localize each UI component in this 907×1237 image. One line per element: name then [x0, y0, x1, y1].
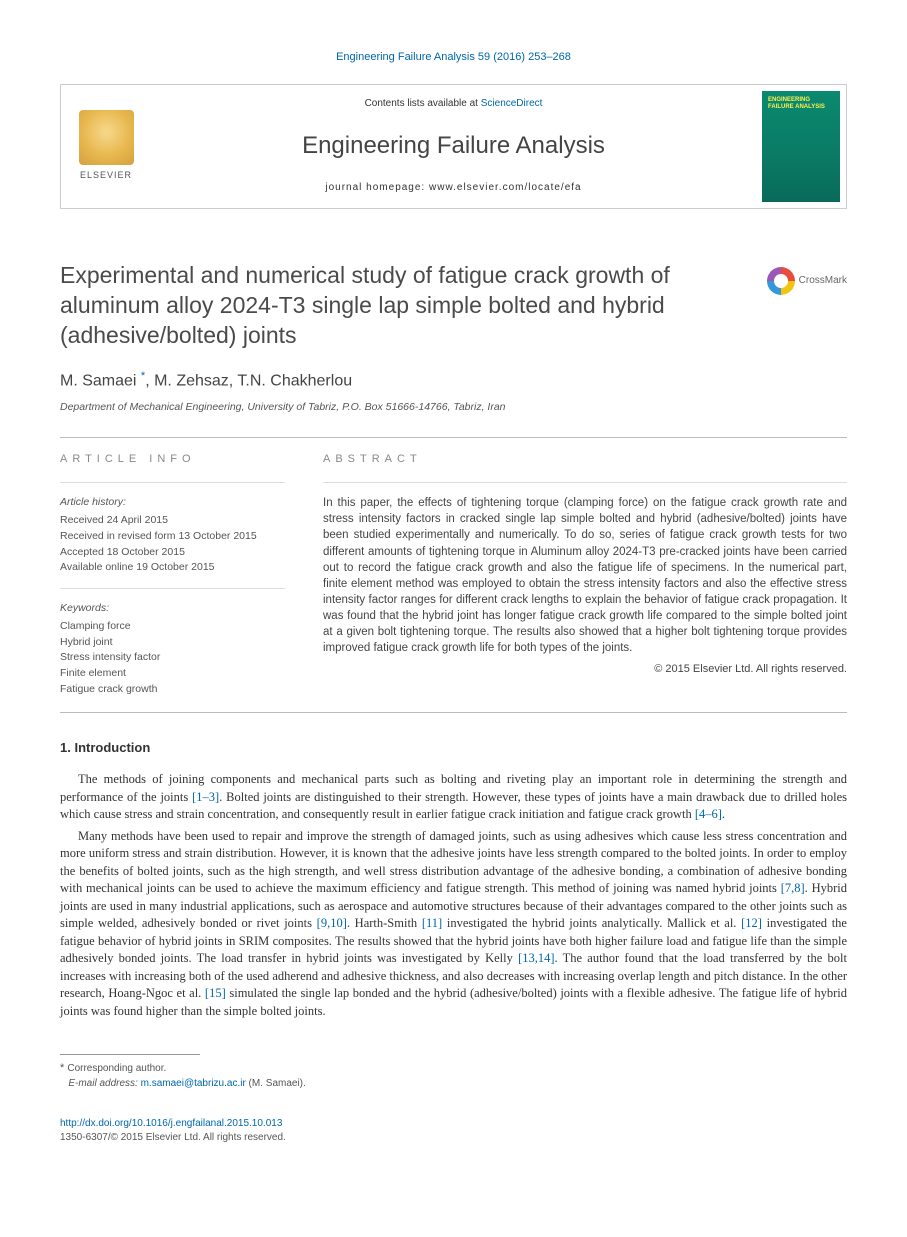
homepage-url: www.elsevier.com/locate/efa: [429, 182, 582, 193]
running-citation: Engineering Failure Analysis 59 (2016) 2…: [60, 50, 847, 66]
info-divider: [60, 588, 285, 589]
corr-author-label: Corresponding author.: [67, 1063, 166, 1074]
publisher-block: ELSEVIER: [61, 85, 151, 208]
keywords-list: Clamping force Hybrid joint Stress inten…: [60, 619, 285, 698]
divider: [60, 437, 847, 438]
online-date: Available online 19 October 2015: [60, 560, 285, 576]
crossmark-label: CrossMark: [799, 274, 847, 289]
ref-link[interactable]: [1–3]: [192, 790, 219, 804]
journal-homepage-line: journal homepage: www.elsevier.com/locat…: [325, 181, 581, 196]
crossmark-badge[interactable]: CrossMark: [767, 267, 847, 295]
sciencedirect-link[interactable]: ScienceDirect: [481, 98, 543, 109]
affiliation: Department of Mechanical Engineering, Un…: [60, 400, 847, 415]
abstract-heading: ABSTRACT: [323, 452, 847, 468]
keywords-label: Keywords:: [60, 601, 285, 617]
ref-link[interactable]: [13,14]: [518, 951, 554, 965]
keyword-item: Clamping force: [60, 619, 285, 635]
ref-link[interactable]: [7,8]: [781, 881, 805, 895]
body-text: . Harth-Smith: [347, 916, 422, 930]
keyword-item: Finite element: [60, 666, 285, 682]
footnote-rule: [60, 1054, 200, 1055]
keywords-block: Keywords: Clamping force Hybrid joint St…: [60, 601, 285, 698]
author-email-link[interactable]: m.samaei@tabrizu.ac.ir: [141, 1078, 246, 1089]
ref-link[interactable]: [12]: [741, 916, 762, 930]
author-3: T.N. Chakherlou: [237, 372, 352, 389]
info-divider: [60, 482, 285, 483]
homepage-label: journal homepage:: [325, 182, 429, 193]
page-footer: http://dx.doi.org/10.1016/j.engfailanal.…: [60, 1117, 847, 1146]
intro-paragraph-2: Many methods have been used to repair an…: [60, 828, 847, 1021]
issn-copyright: 1350-6307/© 2015 Elsevier Ltd. All right…: [60, 1132, 286, 1143]
author-list: M. Samaei *, M. Zehsaz, T.N. Chakherlou: [60, 369, 847, 393]
abstract-divider: [323, 482, 847, 483]
author-2: M. Zehsaz: [154, 372, 229, 389]
ref-link[interactable]: [11]: [422, 916, 442, 930]
article-info-column: ARTICLE INFO Article history: Received 2…: [60, 452, 285, 697]
keyword-item: Stress intensity factor: [60, 650, 285, 666]
contents-prefix: Contents lists available at: [365, 98, 481, 109]
article-info-heading: ARTICLE INFO: [60, 452, 285, 468]
keyword-item: Fatigue crack growth: [60, 682, 285, 698]
journal-cover-icon: ENGINEERING FAILURE ANALYSIS: [762, 91, 840, 202]
cover-thumb-wrap: ENGINEERING FAILURE ANALYSIS: [756, 85, 846, 208]
author-1: M. Samaei: [60, 372, 136, 389]
body-text: investigated the hybrid joints analytica…: [442, 916, 741, 930]
corresponding-mark: *: [141, 370, 145, 382]
masthead: ELSEVIER Contents lists available at Sci…: [60, 84, 847, 209]
email-suffix: (M. Samaei).: [246, 1078, 306, 1089]
revised-date: Received in revised form 13 October 2015: [60, 529, 285, 545]
publisher-name: ELSEVIER: [80, 169, 132, 182]
section-heading-intro: 1. Introduction: [60, 739, 847, 758]
divider: [60, 712, 847, 713]
intro-paragraph-1: The methods of joining components and me…: [60, 771, 847, 824]
abstract-copyright: © 2015 Elsevier Ltd. All rights reserved…: [323, 662, 847, 678]
contents-available-line: Contents lists available at ScienceDirec…: [365, 97, 543, 112]
accepted-date: Accepted 18 October 2015: [60, 545, 285, 561]
body-text: .: [722, 807, 725, 821]
masthead-center: Contents lists available at ScienceDirec…: [151, 85, 756, 208]
received-date: Received 24 April 2015: [60, 513, 285, 529]
abstract-text: In this paper, the effects of tightening…: [323, 495, 847, 656]
keyword-item: Hybrid joint: [60, 635, 285, 651]
elsevier-logo-icon: [79, 110, 134, 165]
crossmark-icon: [767, 267, 795, 295]
history-label: Article history:: [60, 495, 285, 511]
body-text: Many methods have been used to repair an…: [60, 829, 847, 896]
cover-title: ENGINEERING FAILURE ANALYSIS: [768, 97, 834, 110]
ref-link[interactable]: [15]: [205, 986, 226, 1000]
article-history: Article history: Received 24 April 2015 …: [60, 495, 285, 576]
corresponding-author-footnote: * Corresponding author. E-mail address: …: [60, 1061, 847, 1090]
journal-name: Engineering Failure Analysis: [302, 129, 605, 164]
abstract-column: ABSTRACT In this paper, the effects of t…: [323, 452, 847, 697]
doi-link[interactable]: http://dx.doi.org/10.1016/j.engfailanal.…: [60, 1118, 282, 1129]
ref-link[interactable]: [9,10]: [317, 916, 347, 930]
email-label: E-mail address:: [68, 1078, 140, 1089]
ref-link[interactable]: [4–6]: [695, 807, 722, 821]
article-title: Experimental and numerical study of fati…: [60, 261, 747, 351]
